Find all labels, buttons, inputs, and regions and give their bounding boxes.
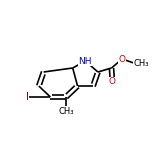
Text: CH₃: CH₃ [58, 107, 74, 116]
Text: I: I [26, 92, 29, 102]
Text: NH: NH [79, 57, 92, 66]
Text: CH₃: CH₃ [134, 59, 149, 67]
Text: O: O [119, 55, 126, 64]
Text: O: O [109, 78, 116, 86]
